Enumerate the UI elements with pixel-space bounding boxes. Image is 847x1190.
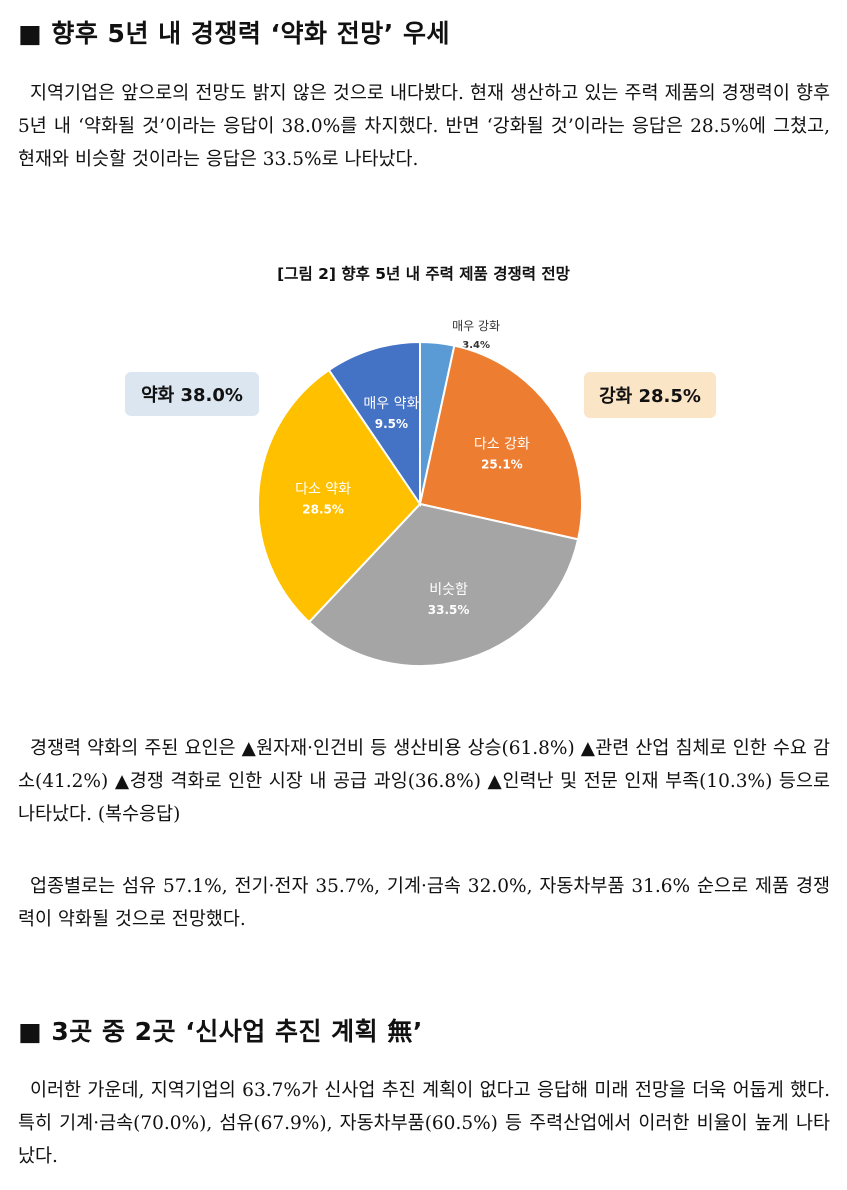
bullet-icon: ■ <box>18 19 43 48</box>
strengthen-badge-label: 강화 28.5% <box>599 386 701 407</box>
slice-label: 매우 강화 <box>452 319 500 333</box>
chart-title: [그림 2] 향후 5년 내 주력 제품 경쟁력 전망 <box>277 265 570 283</box>
section-heading: ■ 향후 5년 내 경쟁력 ‘약화 전망’ 우세 <box>18 14 450 50</box>
paragraph-causes: 경쟁력 약화의 주된 요인은 ▲원자재·인건비 등 생산비용 상승(61.8%)… <box>18 732 830 831</box>
paragraph-intro: 지역기업은 앞으로의 전망도 밝지 않은 것으로 내다봤다. 현재 생산하고 있… <box>18 77 830 176</box>
paragraph-text: 경쟁력 약화의 주된 요인은 ▲원자재·인건비 등 생산비용 상승(61.8%)… <box>18 738 830 825</box>
bullet-icon: ■ <box>18 1017 43 1046</box>
slice-value-label: 28.5% <box>302 502 344 516</box>
slice-value-label: 25.1% <box>481 458 523 472</box>
slice-value-label: 33.5% <box>428 603 470 617</box>
weaken-badge: 약화 38.0% <box>125 372 259 416</box>
slice-label: 다소 약화 <box>295 481 351 497</box>
strengthen-badge: 강화 28.5% <box>584 372 716 418</box>
paragraph-text: 업종별로는 섬유 57.1%, 전기·전자 35.7%, 기계·금속 32.0%… <box>18 876 830 930</box>
paragraph-text: 지역기업은 앞으로의 전망도 밝지 않은 것으로 내다봤다. 현재 생산하고 있… <box>18 83 830 170</box>
pie-slice <box>257 368 422 624</box>
paragraph-industries: 업종별로는 섬유 57.1%, 전기·전자 35.7%, 기계·금속 32.0%… <box>18 870 830 936</box>
section-title: 향후 5년 내 경쟁력 ‘약화 전망’ 우세 <box>51 19 450 48</box>
slice-value-label: 9.5% <box>375 417 408 431</box>
pie-slice <box>327 340 421 508</box>
slice-label: 비슷함 <box>429 582 468 598</box>
section-heading: ■ 3곳 중 2곳 ‘신사업 추진 계획 無’ <box>18 1012 423 1048</box>
paragraph-text: 이러한 가운데, 지역기업의 63.7%가 신사업 추진 계획이 없다고 응답해… <box>18 1080 830 1167</box>
slice-label: 다소 강화 <box>474 437 530 453</box>
slice-label: 매우 약화 <box>363 396 419 412</box>
pie-slice <box>307 502 580 667</box>
weaken-badge-label: 약화 38.0% <box>141 385 243 406</box>
slice-value-label: 3.4% <box>462 340 490 351</box>
section-title: 3곳 중 2곳 ‘신사업 추진 계획 無’ <box>51 1017 423 1046</box>
pie-slice <box>418 344 583 541</box>
paragraph-new-business: 이러한 가운데, 지역기업의 63.7%가 신사업 추진 계획이 없다고 응답해… <box>18 1074 830 1173</box>
